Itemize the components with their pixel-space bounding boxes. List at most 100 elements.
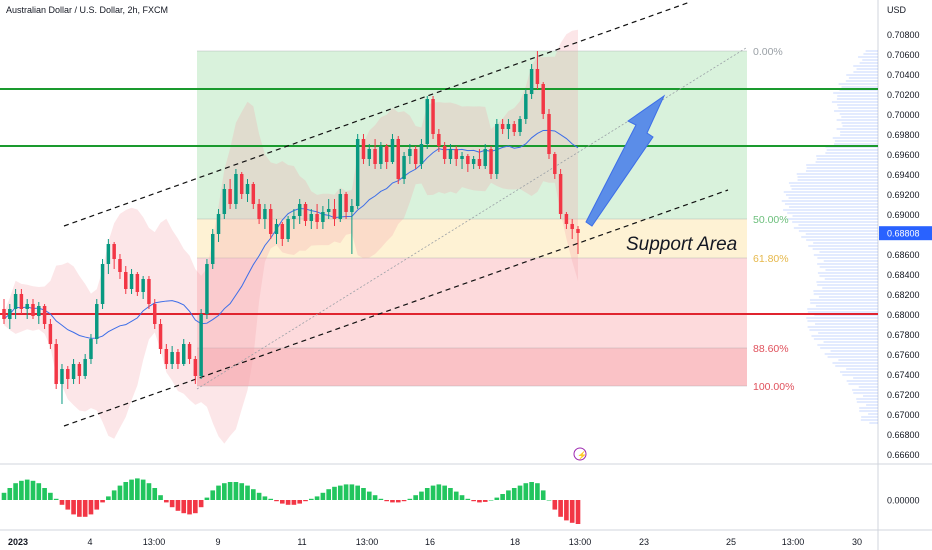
volume-profile-bar [856, 398, 878, 400]
volume-profile-bar [862, 59, 878, 61]
oscillator-bar [82, 500, 88, 517]
volume-profile-bar [805, 233, 878, 235]
candle-body [396, 139, 401, 179]
volume-profile-bar [836, 119, 878, 121]
volume-profile-bar [781, 200, 878, 202]
candle-body [558, 174, 563, 214]
volume-profile-bar [813, 338, 878, 340]
volume-profile-bar [848, 77, 878, 79]
oscillator-bar [297, 500, 303, 504]
y-tick-label: 0.68600 [887, 250, 920, 260]
channel-lower-line [63, 189, 729, 427]
candle-body [170, 352, 174, 364]
candle-body [158, 324, 163, 349]
oscillator-bar [274, 500, 279, 502]
volume-profile-bar [859, 410, 878, 412]
y-tick-label: 0.66800 [887, 430, 920, 440]
candle-body [251, 184, 256, 204]
volume-profile-bar [856, 401, 878, 403]
volume-profile-bar [846, 368, 878, 370]
volume-profile-bar [842, 374, 878, 376]
volume-profile-bar [840, 371, 878, 373]
oscillator-bar [48, 492, 53, 500]
volume-profile-bar [796, 173, 878, 175]
oscillator-bar [523, 483, 529, 500]
oscillator-bar [129, 479, 134, 500]
candle-body [216, 214, 221, 234]
volume-profile-bar [806, 164, 878, 166]
oscillator-bar [390, 500, 395, 503]
volume-profile-bar [806, 239, 878, 241]
oscillator-bar [361, 488, 366, 500]
candle-body [239, 174, 244, 194]
x-tick-label: 16 [425, 537, 435, 547]
oscillator-bar [88, 500, 94, 515]
oscillator-bar [343, 484, 349, 500]
oscillator-bar [181, 500, 187, 514]
oscillator-bar [158, 495, 163, 500]
volume-profile-bar [853, 65, 878, 67]
candle-body [210, 234, 215, 264]
oscillator-bar [24, 479, 30, 500]
candle-body [42, 306, 47, 324]
oscillator-bar [1, 492, 7, 500]
oscillator-bar [204, 497, 210, 500]
volume-profile-bar [811, 335, 878, 337]
volume-profile-bar [817, 263, 878, 265]
oscillator-bar [384, 500, 389, 502]
candle-body [286, 219, 290, 239]
volume-profile-bar [868, 413, 878, 415]
oscillator-bar [210, 490, 216, 500]
oscillator-bar [59, 500, 65, 505]
volume-profile-bar [836, 98, 878, 100]
volume-profile-bar [819, 266, 878, 268]
oscillator-group [1, 478, 581, 524]
y-tick-label: 0.66600 [887, 450, 920, 460]
volume-profile-bar [858, 386, 878, 388]
volume-profile-bar [806, 317, 878, 319]
volume-profile-bar [824, 353, 878, 355]
oscillator-bar [164, 500, 169, 503]
volume-profile-bar [817, 272, 878, 274]
volume-profile-bar [839, 113, 878, 115]
oscillator-bar [146, 483, 152, 500]
x-tick-label: 13:00 [143, 537, 166, 547]
volume-profile-bar [859, 62, 878, 64]
volume-profile-bar [820, 347, 878, 349]
candle-body [263, 209, 267, 219]
x-tick-label: 11 [297, 537, 306, 547]
candle-body [344, 194, 348, 212]
volume-profile-bar [818, 332, 878, 334]
oscillator-bar [465, 498, 471, 500]
oscillator-bar [506, 490, 511, 500]
candle-body [477, 159, 482, 166]
volume-profile-bar [842, 125, 878, 127]
y-tick-label: 0.70800 [887, 30, 920, 40]
candle-body [413, 149, 418, 164]
volume-profile-bar [838, 107, 878, 109]
oscillator-bar [575, 500, 581, 524]
candle-body [419, 144, 424, 164]
candle-body [48, 324, 53, 344]
x-tick-label: 13:00 [569, 537, 592, 547]
volume-profile-bar [788, 182, 878, 184]
volume-profile-bar [797, 179, 878, 181]
oscillator-bar [65, 500, 71, 510]
oscillator-bar [187, 500, 192, 515]
volume-profile-group [781, 50, 878, 424]
y-tick-label: 0.70400 [887, 70, 920, 80]
candle-body [350, 206, 354, 212]
candle-body [71, 364, 76, 379]
oscillator-bar [36, 483, 42, 500]
oscillator-bar [540, 490, 546, 500]
candle-body [576, 229, 580, 233]
candle-body [437, 134, 441, 146]
candle-body [2, 309, 6, 319]
oscillator-bar [419, 491, 424, 500]
volume-profile-bar [852, 389, 878, 391]
oscillator-bar [250, 489, 256, 500]
volume-profile-bar [816, 281, 878, 283]
volume-profile-bar [841, 116, 878, 118]
